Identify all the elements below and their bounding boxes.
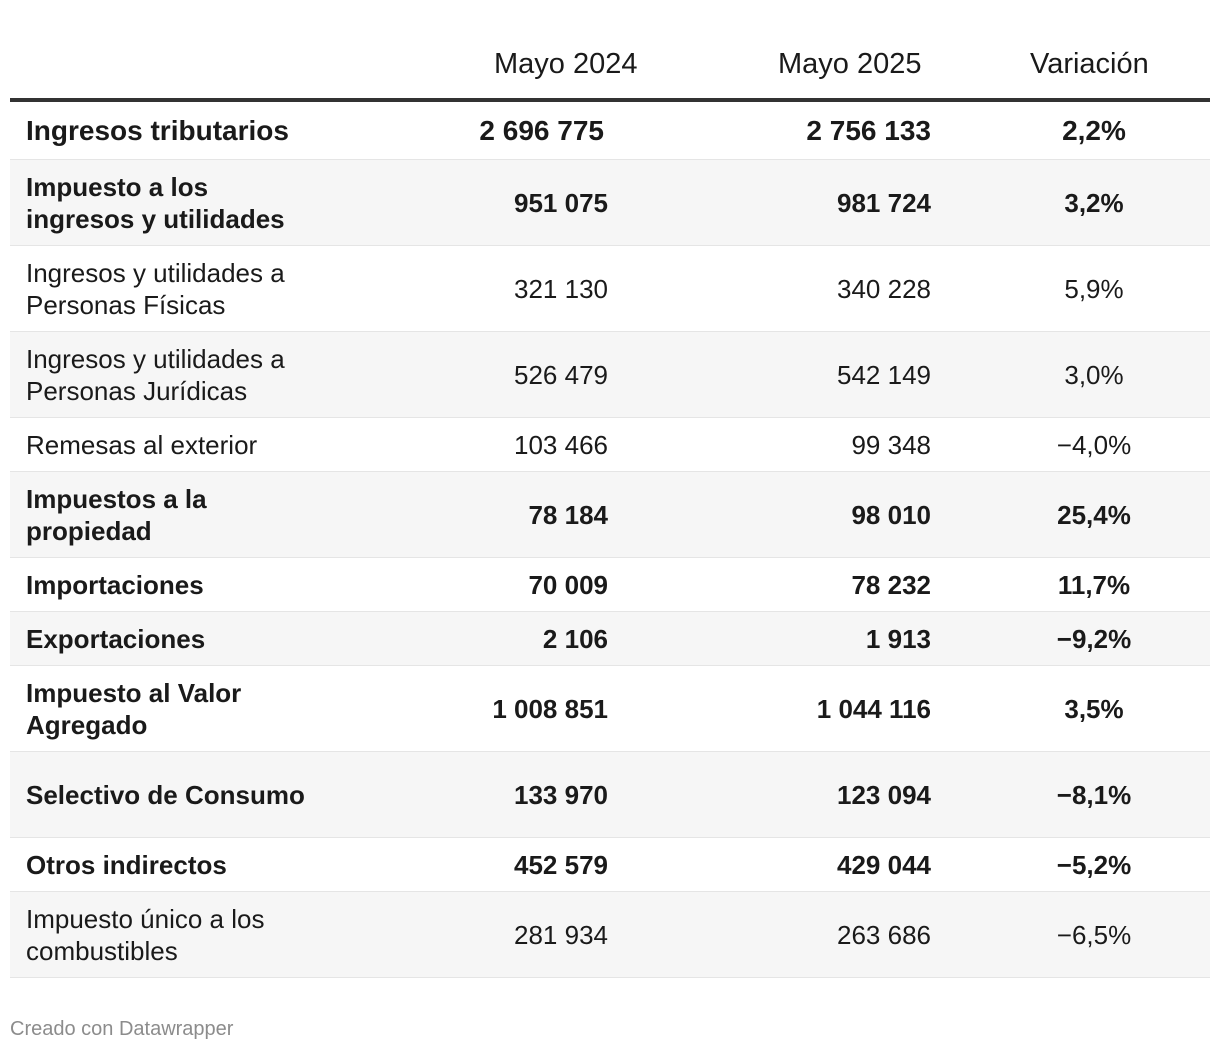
row-label: Ingresos y utilidades a Personas Jurídic…: [26, 343, 285, 406]
data-table: Mayo 2024 Mayo 2025 Variación Ingresos t…: [10, 0, 1210, 978]
table-row: Ingresos y utilidades a Personas Físicas…: [10, 246, 1210, 332]
cell-mayo-2025: 981 724: [837, 187, 931, 218]
cell-mayo-2024: 321 130: [514, 273, 608, 304]
cell-variacion: 5,9%: [1064, 273, 1124, 304]
row-label: Ingresos y utilidades a Personas Físicas: [26, 257, 285, 320]
row-label: Otros indirectos: [26, 849, 227, 880]
cell-mayo-2024: 526 479: [514, 359, 608, 390]
cell-mayo-2025: 1 044 116: [816, 693, 931, 724]
column-header-mayo-2025: Mayo 2025: [778, 48, 922, 80]
cell-variacion: 3,2%: [1064, 187, 1124, 218]
row-label: Importaciones: [26, 569, 204, 600]
cell-mayo-2024: 78 184: [528, 499, 608, 530]
row-label: Ingresos tributarios: [26, 114, 289, 146]
row-label: Remesas al exterior: [26, 429, 258, 460]
cell-mayo-2024: 103 466: [514, 429, 608, 460]
cell-mayo-2024: 452 579: [514, 849, 608, 880]
cell-variacion: −9,2%: [1056, 623, 1132, 654]
cell-mayo-2024: 133 970: [514, 779, 608, 810]
table-row: Impuesto a los ingresos y utilidades 951 …: [10, 160, 1210, 246]
credit-note: Creado con Datawrapper: [10, 1018, 234, 1040]
cell-mayo-2025: 340 228: [837, 273, 931, 304]
table-row: Importaciones 70 009 78 232 11,7%: [10, 558, 1210, 612]
cell-mayo-2025: 429 044: [837, 849, 931, 880]
table-row: Impuestos a la propiedad 78 184 98 010 25,4…: [10, 472, 1210, 558]
cell-mayo-2025: 99 348: [851, 429, 931, 460]
table-row: Impuesto al Valor Agregado 1 008 851 1 044…: [10, 666, 1210, 752]
row-label: Impuesto único a los combustibles: [26, 903, 265, 966]
cell-variacion: −8,1%: [1056, 779, 1132, 810]
cell-variacion: −4,0%: [1056, 429, 1132, 460]
cell-mayo-2024: 281 934: [514, 919, 608, 950]
cell-mayo-2025: 263 686: [837, 919, 931, 950]
cell-mayo-2025: 1 913: [865, 623, 931, 654]
row-label: Selectivo de Consumo: [26, 779, 305, 810]
row-label: Impuesto a los ingresos y utilidades: [26, 171, 285, 234]
cell-mayo-2025: 123 094: [837, 779, 931, 810]
table-row: Remesas al exterior 103 466 99 348 −4,0%: [10, 418, 1210, 472]
cell-variacion: −5,2%: [1056, 849, 1132, 880]
row-label: Impuestos a la propiedad: [26, 483, 207, 546]
cell-variacion: 3,0%: [1064, 359, 1124, 390]
cell-variacion: 25,4%: [1057, 499, 1131, 530]
cell-variacion: −6,5%: [1056, 919, 1132, 950]
cell-mayo-2025: 542 149: [837, 359, 931, 390]
cell-mayo-2025: 2 756 133: [806, 114, 931, 146]
row-label: Impuesto al Valor Agregado: [26, 677, 242, 740]
table-row: Impuesto único a los combustibles 281 934…: [10, 892, 1210, 978]
table-row: Exportaciones 2 106 1 913 −9,2%: [10, 612, 1210, 666]
cell-mayo-2024: 951 075: [514, 187, 608, 218]
row-label: Exportaciones: [26, 623, 206, 654]
cell-mayo-2024: 2 106: [542, 623, 608, 654]
cell-variacion: 3,5%: [1064, 693, 1124, 724]
column-header-variacion: Variación: [1030, 48, 1149, 80]
cell-mayo-2025: 98 010: [851, 499, 931, 530]
column-header-mayo-2024: Mayo 2024: [494, 48, 638, 80]
cell-variacion: 2,2%: [1062, 114, 1126, 146]
table-row: Otros indirectos 452 579 429 044 −5,2%: [10, 838, 1210, 892]
table-row: Selectivo de Consumo 133 970 123 094 −8,1%: [10, 752, 1210, 838]
table-row: Ingresos tributarios 2 696 775 2 756 133 2,…: [10, 102, 1210, 160]
cell-variacion: 11,7%: [1057, 569, 1131, 600]
cell-mayo-2025: 78 232: [851, 569, 931, 600]
cell-mayo-2024: 1 008 851: [492, 693, 608, 724]
cell-mayo-2024: 70 009: [528, 569, 608, 600]
cell-mayo-2024: 2 696 775: [479, 114, 604, 146]
table-body: Ingresos tributarios 2 696 775 2 756 133 2,…: [10, 102, 1210, 978]
table-header: Mayo 2024 Mayo 2025 Variación: [10, 0, 1210, 102]
table-row: Ingresos y utilidades a Personas Jurídic…: [10, 332, 1210, 418]
